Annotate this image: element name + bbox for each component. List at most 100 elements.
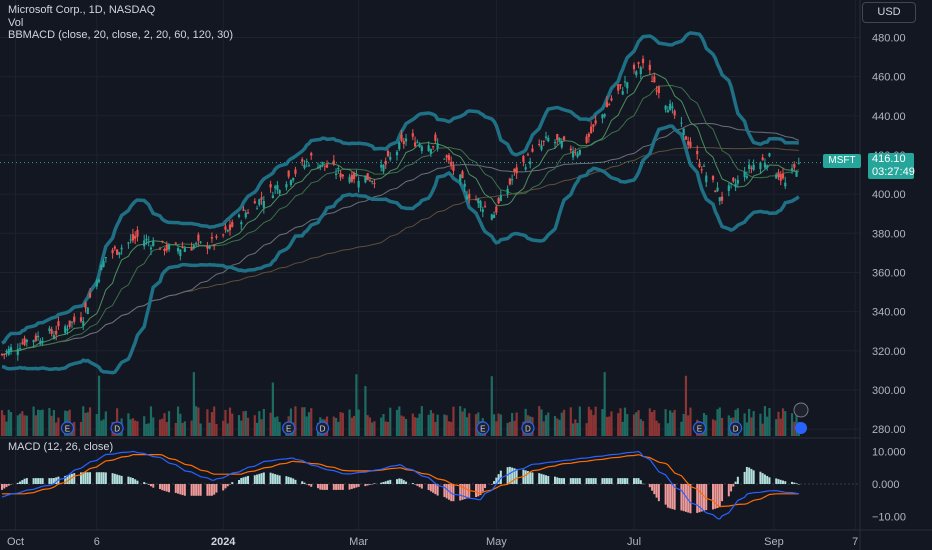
macd-histogram-bar — [465, 484, 468, 499]
ma-60-line — [1, 122, 799, 356]
candle-body — [303, 164, 306, 169]
volume-bar — [50, 415, 53, 436]
volume-bar — [129, 419, 132, 436]
macd-histogram-bar — [736, 476, 739, 484]
macd-histogram-bar — [197, 484, 200, 496]
volume-bar — [689, 407, 692, 436]
macd-histogram-bar — [258, 473, 261, 484]
candle-body — [348, 176, 351, 183]
macd-histogram-bar — [134, 479, 137, 484]
volume-bar — [199, 423, 202, 436]
macd-histogram-bar — [143, 482, 146, 484]
candle-body — [515, 167, 518, 174]
candle-body — [70, 321, 74, 323]
volume-bar — [495, 421, 498, 436]
candle-body — [332, 160, 335, 165]
volume-bar — [231, 413, 234, 436]
macd-histogram-bar — [513, 468, 516, 484]
volume-bar — [39, 410, 42, 436]
candle-body — [292, 177, 295, 181]
volume-bar — [95, 414, 98, 436]
macd-histogram-bar — [775, 478, 778, 484]
macd-histogram-bar — [256, 474, 259, 484]
volume-bar — [41, 409, 44, 436]
macd-histogram-bar — [671, 484, 674, 510]
candle-body — [7, 348, 10, 355]
candle-body — [5, 350, 8, 353]
candle-body — [21, 342, 24, 344]
volume-bar — [400, 415, 403, 436]
macd-histogram-bar — [321, 484, 324, 490]
volume-bar — [79, 421, 83, 436]
price-axis-label: 440.00 — [872, 111, 906, 123]
volume-bar — [190, 420, 193, 436]
candle-body — [702, 165, 706, 167]
candle-body — [558, 137, 561, 143]
macd-histogram-bar — [432, 484, 435, 493]
price-axis-label: 460.00 — [872, 72, 906, 84]
volume-bar — [650, 412, 654, 436]
macd-histogram-bar — [434, 484, 437, 495]
macd-histogram-bar — [326, 484, 329, 490]
macd-histogram-bar — [289, 477, 292, 484]
macd-histogram-bar — [190, 484, 193, 496]
candle-body — [228, 224, 232, 231]
volume-bar — [269, 412, 272, 436]
candle-body — [404, 138, 408, 142]
macd-histogram-bar — [576, 478, 579, 484]
macd-histogram-bar — [689, 484, 692, 514]
macd-line — [1, 450, 799, 520]
volume-bar — [538, 406, 541, 436]
macd-histogram-bar — [475, 484, 478, 498]
bbmacd-legend[interactable]: BBMACD (close, 20, close, 2, 20, 60, 120… — [8, 29, 234, 41]
candle-body — [176, 248, 180, 252]
price-axis-label: 380.00 — [872, 228, 906, 240]
candle-body — [621, 91, 624, 95]
volume-bar — [714, 420, 717, 436]
volume-bar — [759, 413, 762, 436]
macd-histogram-bar — [177, 484, 180, 494]
volume-legend[interactable]: Vol — [8, 17, 24, 29]
macd-histogram-bar — [452, 484, 455, 502]
price-axis-label: 280.00 — [872, 424, 906, 436]
volume-bar — [743, 413, 746, 436]
volume-bar — [86, 412, 89, 436]
macd-histogram-bar — [524, 470, 527, 484]
macd-histogram-bar — [414, 484, 417, 485]
macd-histogram-bar — [657, 484, 660, 502]
macd-axis-label: 10.000 — [872, 446, 906, 458]
candle-body — [120, 247, 123, 250]
macd-histogram-bar — [224, 484, 227, 489]
candle-body — [167, 245, 171, 250]
candle-body — [603, 114, 606, 117]
macd-histogram-bar — [348, 484, 351, 490]
candle-body — [542, 140, 545, 142]
candle-body — [684, 136, 688, 140]
macd-histogram-bar — [253, 475, 256, 484]
candle-body — [213, 244, 216, 246]
volume-bar — [418, 413, 421, 436]
candle-body — [632, 64, 636, 70]
volume-bar — [571, 423, 575, 436]
macd-legend[interactable]: MACD (12, 26, close) — [8, 441, 114, 453]
macd-histogram-bar — [797, 484, 800, 485]
bar-countdown: 03:27:49 — [872, 166, 915, 178]
volume-bar — [450, 421, 453, 436]
candle-body — [350, 174, 353, 182]
volume-bar — [88, 407, 92, 436]
volume-bar — [348, 409, 351, 436]
volume-bar — [427, 414, 430, 436]
candle-body — [447, 155, 451, 161]
candle-body — [73, 316, 76, 322]
symbol-legend[interactable]: Microsoft Corp., 1D, NASDAQ — [8, 4, 156, 16]
macd-histogram-bar — [642, 483, 645, 485]
macd-histogram-bar — [5, 484, 8, 488]
volume-bar — [143, 416, 146, 436]
currency-button[interactable]: USD — [862, 2, 916, 23]
candle-body — [705, 175, 708, 183]
candle-body — [490, 214, 493, 220]
volume-bar — [158, 419, 162, 436]
candle-body — [84, 302, 87, 308]
candle-body — [131, 234, 135, 241]
